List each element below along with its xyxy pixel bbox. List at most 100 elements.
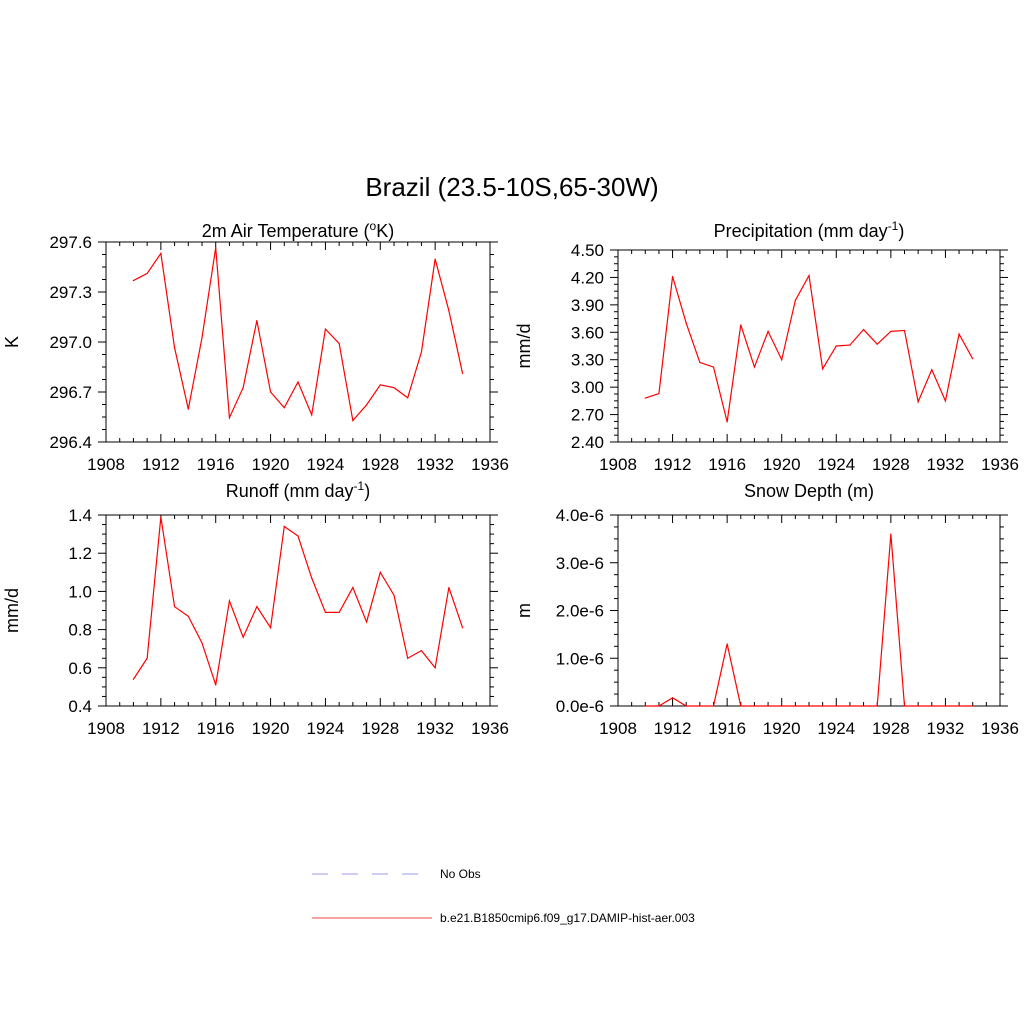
- x-tick-label: 1924: [307, 719, 345, 738]
- data-point: [903, 705, 906, 707]
- data-point: [256, 319, 258, 322]
- x-tick-label: 1920: [252, 455, 290, 474]
- data-point: [890, 533, 892, 535]
- data-point: [740, 324, 742, 326]
- data-point: [420, 650, 423, 652]
- chart-panel-temp: 1908 1912 1916 1920 1924 1928 1932 1936 296.4 296…: [2, 219, 509, 474]
- data-point: [658, 392, 660, 395]
- data-point: [917, 705, 919, 707]
- data-point: [931, 369, 933, 371]
- data-point: [338, 611, 340, 614]
- data-point: [726, 643, 728, 645]
- x-tick-label: 1924: [307, 455, 345, 474]
- y-tick-label: 4.20: [571, 268, 604, 287]
- x-tick-label: 1936: [471, 719, 509, 738]
- data-point: [944, 400, 947, 402]
- chart-panel-precip: 1908 1912 1916 1920 1924 1928 1932 1936 2.40 2.70…: [514, 219, 1019, 474]
- panel-title: 2m Air Temperature (oK): [202, 219, 394, 241]
- data-point: [740, 705, 742, 707]
- data-point: [781, 359, 783, 361]
- panel-title: Precipitation (mm day-1): [714, 219, 905, 241]
- x-tick-label: 1936: [981, 455, 1019, 474]
- y-tick-label: 0.0e-6: [556, 697, 604, 716]
- data-point: [876, 343, 878, 345]
- x-tick-label: 1920: [763, 719, 801, 738]
- data-point: [876, 705, 878, 707]
- y-tick-label: 0.8: [68, 621, 92, 640]
- data-point: [201, 337, 203, 339]
- data-point: [958, 333, 960, 335]
- data-point: [146, 657, 148, 659]
- data-point: [658, 705, 660, 707]
- data-point: [685, 705, 687, 707]
- x-tick-label: 1916: [708, 455, 746, 474]
- y-tick-label: 296.7: [49, 383, 92, 402]
- data-point: [297, 381, 299, 383]
- data-point: [324, 611, 327, 614]
- data-point: [242, 636, 244, 638]
- x-tick-label: 1912: [654, 455, 692, 474]
- x-tick-label: 1908: [87, 719, 125, 738]
- x-tick-label: 1928: [872, 719, 910, 738]
- data-point: [712, 705, 715, 707]
- y-axis-label: mm/d: [2, 588, 22, 633]
- panel-title: Runoff (mm day-1): [226, 479, 370, 501]
- y-tick-label: 4.0e-6: [556, 506, 604, 525]
- x-tick-label: 1912: [142, 455, 180, 474]
- x-tick-label: 1924: [817, 455, 855, 474]
- x-tick-label: 1912: [142, 719, 180, 738]
- data-point: [835, 345, 837, 347]
- data-point: [407, 397, 409, 399]
- data-point: [269, 627, 272, 629]
- data-point: [461, 627, 464, 629]
- y-tick-label: 1.2: [68, 544, 92, 563]
- data-point: [448, 586, 450, 589]
- data-point: [903, 329, 906, 332]
- data-point: [808, 705, 810, 707]
- data-point: [808, 275, 810, 277]
- data-point: [338, 342, 340, 345]
- data-point: [187, 615, 189, 617]
- data-point: [767, 705, 769, 707]
- legend-label-model: b.e21.B1850cmip6.f09_g17.DAMIP-hist-aer.…: [440, 911, 695, 925]
- legend-label-no-obs: No Obs: [440, 867, 481, 881]
- figure-title: Brazil (23.5-10S,65-30W): [365, 172, 658, 202]
- data-point: [890, 330, 892, 332]
- data-point: [862, 328, 865, 331]
- y-tick-label: 4.50: [571, 241, 604, 260]
- data-point: [379, 571, 381, 573]
- x-tick-label: 1916: [708, 719, 746, 738]
- data-point: [767, 330, 769, 332]
- data-point: [699, 361, 701, 364]
- data-point: [269, 391, 272, 393]
- x-tick-label: 1920: [763, 455, 801, 474]
- data-point: [379, 384, 381, 386]
- data-point: [201, 642, 203, 644]
- y-tick-label: 297.6: [49, 233, 92, 252]
- x-tick-label: 1920: [252, 719, 290, 738]
- chart-panels: 1908 1912 1916 1920 1924 1928 1932 1936 296.4 296…: [2, 219, 1019, 738]
- data-point: [215, 684, 217, 686]
- y-tick-label: 2.70: [571, 406, 604, 425]
- data-point: [822, 368, 824, 370]
- data-point: [671, 275, 674, 278]
- data-point: [283, 525, 285, 528]
- x-tick-label: 1932: [416, 455, 454, 474]
- x-tick-label: 1932: [927, 719, 965, 738]
- y-tick-label: 2.0e-6: [556, 602, 604, 621]
- x-tick-label: 1916: [197, 719, 235, 738]
- chart-panel-runoff: 1908 1912 1916 1920 1924 1928 1932 1936 0.4 0.6 0.…: [2, 479, 509, 738]
- data-point: [173, 347, 176, 349]
- data-point: [256, 606, 258, 608]
- data-point: [835, 705, 837, 707]
- data-point: [228, 417, 231, 419]
- data-point: [849, 705, 851, 707]
- data-point: [283, 407, 285, 409]
- data-point: [242, 387, 244, 389]
- data-point: [160, 252, 162, 255]
- data-point: [352, 586, 354, 589]
- x-tick-label: 1912: [654, 719, 692, 738]
- data-point: [311, 414, 313, 416]
- y-tick-label: 3.00: [571, 378, 604, 397]
